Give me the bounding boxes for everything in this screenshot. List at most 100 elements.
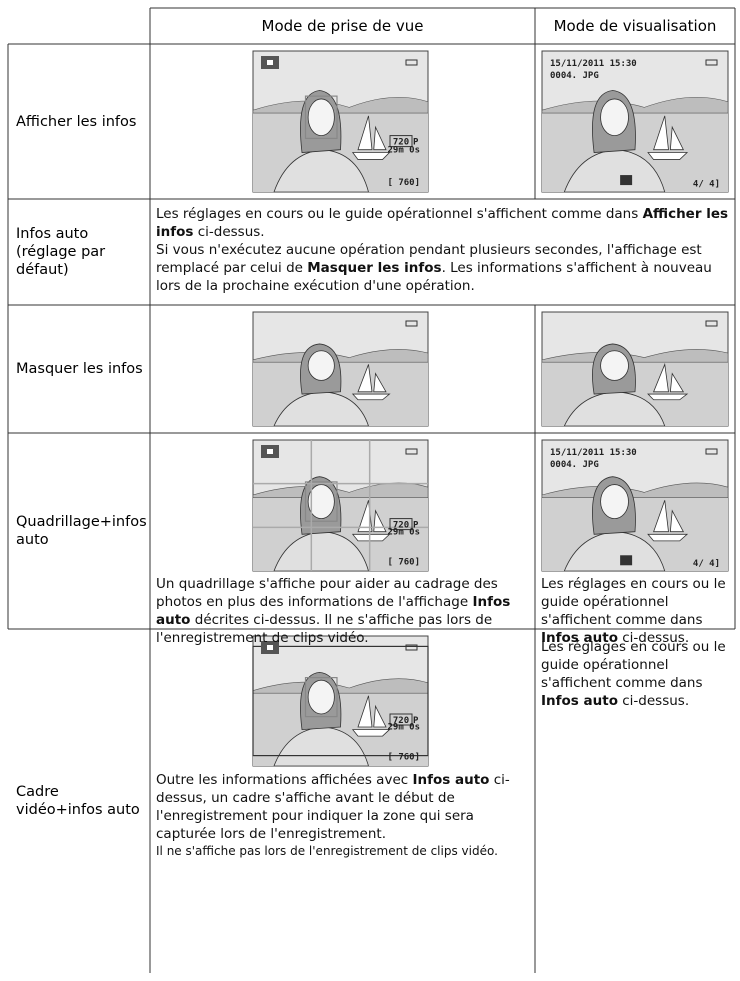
overlay-text: 29m 0s — [387, 527, 420, 537]
row-label: Afficher les infos — [16, 113, 148, 131]
hills — [252, 678, 429, 694]
person-face — [600, 484, 629, 520]
paragraph: Outre les informations affichées avec In… — [156, 771, 528, 843]
paragraph: Il ne s'affiche pas lors de l'enregistre… — [156, 843, 528, 859]
battery — [705, 448, 718, 455]
boat — [351, 695, 391, 737]
paragraph: Les réglages en cours ou le guide opérat… — [156, 205, 728, 241]
focus-box — [304, 676, 338, 718]
row-label: Masquer les infos — [16, 360, 148, 378]
overlay-text: 29m 0s — [387, 723, 420, 733]
header-cell: Mode de visualisation — [553, 17, 717, 35]
boat — [647, 115, 689, 160]
text: Un quadrillage s'affiche pour aider au c… — [156, 576, 498, 610]
label-line: défaut) — [16, 262, 69, 278]
focus-box — [304, 481, 338, 522]
res-box — [389, 518, 413, 531]
hills — [541, 96, 729, 114]
bold-text: Afficher les infos — [156, 206, 729, 240]
overlay-text: P — [413, 138, 419, 148]
res-box — [389, 713, 413, 726]
text: Les réglages en cours ou le guide opérat… — [541, 639, 726, 691]
battery — [405, 644, 418, 651]
text: Les réglages en cours ou le guide opérat… — [156, 206, 643, 222]
hills — [252, 482, 429, 498]
label-line: auto — [16, 532, 49, 548]
text: Les réglages en cours ou le guide opérat… — [541, 576, 726, 628]
camera-screen: 15/11/2011 15:30 0004. JPG 4/ 4] — [541, 439, 729, 572]
boat — [351, 364, 391, 401]
hills — [541, 482, 729, 498]
paragraph: Un quadrillage s'affiche pour aider au c… — [156, 575, 528, 647]
lens — [267, 449, 273, 454]
ok-icon — [620, 555, 633, 566]
row-label: Cadre vidéo+infos auto — [16, 783, 148, 819]
table-borders — [7, 7, 736, 973]
person-face — [600, 350, 629, 381]
focus-box — [304, 95, 338, 140]
label-line: Quadrillage+infos — [16, 514, 147, 530]
ok-icon — [620, 175, 633, 186]
battery — [705, 59, 718, 66]
boat — [647, 362, 689, 401]
overlay-text: 720 — [393, 138, 409, 148]
overlay-text: [ 760] — [387, 178, 420, 188]
overlay-text: 15/11/2011 15:30 — [550, 59, 637, 69]
label-line: Afficher les infos — [16, 113, 137, 130]
boat — [351, 115, 391, 160]
overlay-text: 720 — [393, 521, 409, 531]
bold-text: Masquer les infos — [307, 260, 442, 276]
overlay-text: 29m 0s — [387, 146, 420, 156]
cell-text: Les réglages en cours ou le guide opérat… — [156, 205, 728, 295]
hills — [541, 349, 729, 363]
label-line: Masquer les infos — [16, 361, 143, 377]
label-line: Infos auto — [16, 226, 89, 242]
text: ci-dessus. — [617, 693, 690, 709]
cell-text: Outre les informations affichées avec In… — [156, 771, 528, 859]
text: Il ne s'affiche pas lors de l'enregistre… — [156, 844, 498, 858]
label-line: (réglage par — [16, 244, 106, 260]
overlay-text: [ 760] — [387, 753, 420, 763]
hills — [252, 349, 429, 363]
text: Si vous n'exécutez aucune opération pend… — [156, 242, 702, 276]
label-line: vidéo+infos auto — [16, 802, 140, 818]
cell-text: Les réglages en cours ou le guide opérat… — [541, 638, 731, 710]
video-frame — [252, 645, 429, 757]
overlay-text: P — [413, 521, 419, 531]
paragraph: Les réglages en cours ou le guide opérat… — [541, 575, 731, 647]
cell-text: Les réglages en cours ou le guide opérat… — [541, 575, 731, 647]
text: décrites ci-dessus. Il ne s'affiche pas … — [156, 612, 493, 646]
hills — [252, 96, 429, 114]
cell-text: Un quadrillage s'affiche pour aider au c… — [156, 575, 528, 647]
battery — [405, 448, 418, 455]
battery — [405, 320, 418, 327]
person-face — [307, 350, 335, 381]
overlay-text: 720 — [393, 716, 409, 726]
paragraph: Si vous n'exécutez aucune opération pend… — [156, 241, 728, 295]
camera-screen — [252, 311, 429, 427]
paragraph: Les réglages en cours ou le guide opérat… — [541, 638, 731, 710]
overlay-text: 0004. JPG — [550, 71, 599, 81]
person-face — [307, 98, 335, 136]
camera-screen — [541, 311, 729, 427]
overlay-text: 4/ 4] — [693, 559, 720, 569]
row-label: Infos auto (réglage par défaut) — [16, 225, 148, 279]
lens — [267, 60, 273, 65]
bold-text: Infos auto — [156, 594, 511, 628]
text: ci-dessus, un cadre s'affiche avant le d… — [156, 772, 510, 842]
camera-screen: 15/11/2011 15:30 0004. JPG 4/ 4] — [541, 50, 729, 193]
overlay-text: [ 760] — [387, 557, 420, 567]
boat — [647, 500, 689, 542]
overlay-text: 15/11/2011 15:30 — [550, 448, 637, 458]
bold-text: Infos auto — [541, 630, 618, 646]
lens — [267, 645, 273, 650]
text: ci-dessus. — [193, 224, 265, 240]
battery — [405, 59, 418, 66]
header-cell: Mode de prise de vue — [261, 17, 424, 35]
overlay-text: P — [413, 716, 419, 726]
